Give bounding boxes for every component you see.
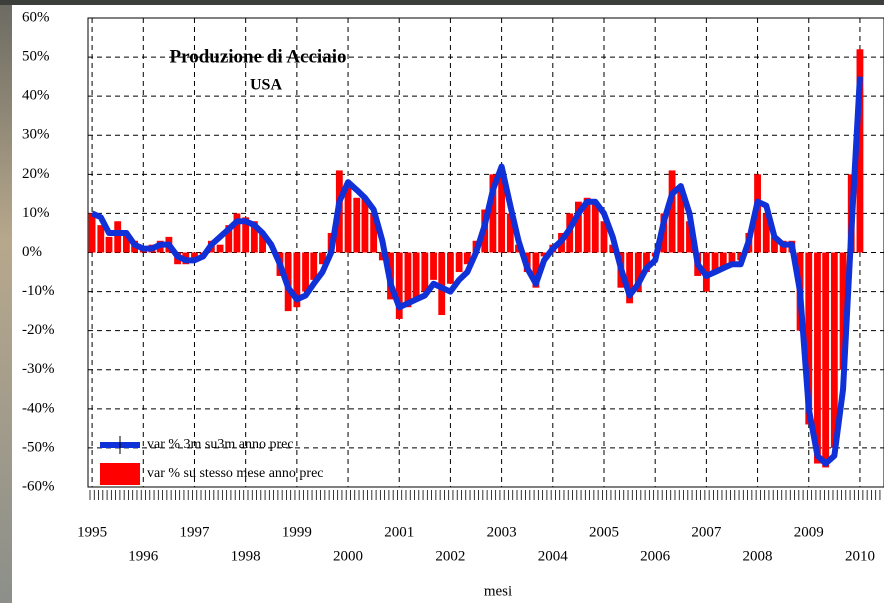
bar [830,252,838,448]
bar [370,213,378,253]
x-tick-label: 2008 [743,548,773,564]
chart-subtitle: USA [250,77,282,94]
legend-label: var % su stesso mese anno prec [147,466,324,481]
x-tick-label: 2010 [845,548,875,564]
x-tick-label: 2000 [333,548,363,564]
bar [302,252,309,292]
y-tick-label: -30% [22,361,55,377]
y-tick-label: 50% [22,49,50,65]
y-tick-label: 10% [22,205,50,221]
bar [191,252,198,261]
bar [634,252,642,292]
bar [711,252,719,273]
bar [719,252,727,269]
bar [447,252,454,284]
x-tick-label: 1995 [77,524,107,540]
bar [805,252,813,425]
y-tick-label: -10% [22,283,55,299]
bar [404,252,412,308]
bar [822,252,830,468]
bar [686,221,693,253]
bar [600,221,608,253]
bar [319,252,326,265]
x-tick-label: 2009 [794,524,824,540]
y-tick-label: -40% [22,400,55,416]
bar [353,197,361,253]
bar [344,186,352,253]
bar [677,189,685,253]
x-tick-label: 2001 [384,524,414,540]
chart-title: Produzione di Acciaio [170,46,347,67]
bar [489,174,497,253]
bar [771,236,778,253]
bar [361,197,369,253]
bar [233,213,241,253]
bar [728,252,736,265]
x-tick-label: 2006 [640,548,671,564]
x-tick-label: 2007 [691,524,722,540]
y-tick-label: 30% [22,127,50,143]
top-bar [0,0,884,5]
y-tick-label: -20% [22,322,55,338]
bar [421,252,429,292]
bar [540,252,548,257]
x-tick-label: 2004 [538,548,569,564]
bar [88,213,96,253]
x-tick-label: 2002 [435,548,465,564]
legend-label: var % 3m su3m anno prec [147,437,294,452]
bar [591,201,599,253]
bar [532,252,540,288]
bar [105,236,113,253]
bar [574,201,582,253]
bar [216,244,224,253]
bar [626,252,633,304]
bar [430,252,437,280]
x-axis-label: mesi [484,583,512,599]
legend-swatch [100,463,140,485]
x-tick-label: 2003 [487,524,517,540]
bar [814,252,821,464]
bar [259,232,266,253]
y-tick-label: 0% [22,244,42,260]
bar [506,213,514,253]
bar [856,49,864,253]
bar [395,252,403,319]
y-tick-label: 40% [22,88,50,104]
bar [762,213,770,253]
bar [583,197,591,253]
bar [643,252,650,273]
y-tick-label: -60% [22,478,55,494]
y-tick-label: -50% [22,439,55,455]
bar [293,252,301,308]
bar [250,221,258,253]
x-tick-label: 1996 [128,548,159,564]
line [90,76,863,467]
x-tick-label: 1999 [282,524,312,540]
bar [225,225,233,253]
y-tick-label: 60% [22,9,50,25]
bar [114,221,122,253]
bar [498,174,506,253]
bar [122,232,130,253]
bar [97,225,105,253]
bar [668,170,676,253]
bar [242,217,250,253]
bar [839,252,847,370]
bar [438,252,446,316]
bar [412,252,420,300]
bar [455,252,463,273]
x-tick-label: 2005 [589,524,619,540]
bar [463,252,471,265]
bar [310,252,318,280]
x-tick-label: 1998 [231,548,261,564]
y-tick-label: 20% [22,166,50,182]
x-tick-label: 1997 [179,524,210,540]
